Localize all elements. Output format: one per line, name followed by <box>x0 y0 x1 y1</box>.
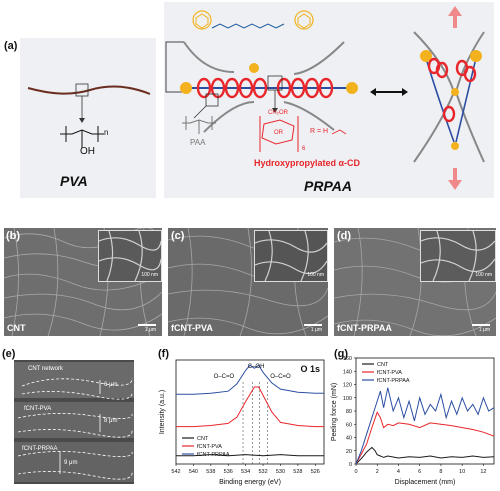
panel-e-letter: (e) <box>2 348 16 360</box>
panel-g-letter: (g) <box>334 348 349 360</box>
xps-xtick-label: 534 <box>241 469 250 475</box>
xs-label-pva: fCNT-PVA <box>24 406 52 412</box>
peel-chart: 0 2 4 6 8 10 12 0 20 40 60 80 100 120 140 160 CNT fCNT-… <box>331 356 495 486</box>
peel-legend-label: fCNT-PRPAA <box>377 378 410 384</box>
peel-ytick-label: 100 <box>343 396 352 402</box>
xps-legend-label: fCNT-PVA <box>197 444 222 450</box>
pva-oh-label: OH <box>80 146 95 157</box>
peel-ytick-label: 40 <box>346 436 352 442</box>
cd-ch2or-label: CH₂OR <box>268 110 288 116</box>
peel-ytick-label: 140 <box>343 369 352 375</box>
peel-series-line-1 <box>355 411 495 465</box>
xs-thickness-pva: 8 μm <box>104 418 118 424</box>
peel-xtick-label: 0 <box>354 469 357 475</box>
xps-series-line-1 <box>176 386 324 428</box>
pva-chain <box>27 85 151 95</box>
inset-scale-text-fcnt-prpaa: 100 nm <box>475 272 492 278</box>
xps-xtick-label: 528 <box>293 469 302 475</box>
peel-xtick-label: 8 <box>439 469 442 475</box>
scalebar-cnt <box>138 324 156 326</box>
peel-ytick-label: 160 <box>343 356 352 362</box>
cd-substituent-label: R = H <box>310 128 329 135</box>
xps-xtick-label: 536 <box>224 469 233 475</box>
xps-xtick-label: 526 <box>311 469 320 475</box>
peel-xtick-label: 6 <box>418 469 421 475</box>
xs-thickness-prpaa: 9 μm <box>64 460 78 466</box>
peel-legend-label: fCNT-PVA <box>377 370 402 376</box>
scale-text-fcnt-prpaa: 1 μm <box>478 327 490 333</box>
xps-xtick-label: 542 <box>171 469 180 475</box>
cd-or-label: OR <box>274 130 283 136</box>
xps-chart: 542 540 538 536 534 532 530 528 526 O–C=O C–OH O–C… <box>159 359 325 486</box>
xs-thickness-cnt: 6 μm <box>104 382 118 388</box>
scale-text-fcnt-pva: 1 μm <box>310 327 322 333</box>
xps-ylabel: Intensity (a.u.) <box>159 390 166 434</box>
pva-label: PVA <box>60 173 88 189</box>
scale-text-cnt: 1 μm <box>144 327 156 333</box>
xps-xtick-label: 540 <box>189 469 198 475</box>
peel-ytick-label: 80 <box>346 409 352 415</box>
pva-schematic <box>27 83 151 148</box>
cross-section-images: CNT network 6 μm fCNT-PVA 8 μm fCNT-PRPA… <box>14 360 134 484</box>
peel-xtick-label: 12 <box>480 469 486 475</box>
sem-label-fcnt-pva: fCNT-PVA <box>171 323 213 333</box>
xs-label-prpaa: fCNT-PRPAA <box>22 446 58 452</box>
sem-label-fcnt-prpaa: fCNT-PRPAA <box>337 323 392 333</box>
xps-plot-frame <box>175 359 325 465</box>
panel-d-letter: (d) <box>337 230 352 242</box>
xs-label-cnt: CNT network <box>28 366 63 372</box>
peel-ytick-label: 120 <box>343 383 352 389</box>
peel-xtick-label: 2 <box>376 469 379 475</box>
xps-plot-area: 542 540 538 536 534 532 530 528 526 O–C=O C–OH O–C… <box>171 359 325 475</box>
xps-legend-label: fCNT-PRPAA <box>197 452 230 458</box>
sem-image-cnt: 100 nm CNT 1 μm <box>4 228 162 336</box>
cross-section-graphic <box>14 360 134 484</box>
cd-subscript-label: 6 <box>302 146 306 152</box>
pva-n-label: n <box>104 128 109 137</box>
scalebar-fcnt-prpaa <box>472 324 490 326</box>
xps-annotation: C–OH <box>248 364 265 370</box>
xps-xtick-label: 532 <box>258 469 267 475</box>
prpaa-schematic <box>165 6 485 190</box>
sem-inset-fcnt-prpaa: 100 nm <box>420 230 496 282</box>
xps-xtick-label: 538 <box>206 469 215 475</box>
xps-xtick-label: 530 <box>276 469 285 475</box>
panel-b-letter: (b) <box>6 230 21 242</box>
sem-label-cnt: CNT <box>7 323 26 333</box>
paa-label: PAA <box>190 138 206 147</box>
peel-series-line-2 <box>355 387 495 465</box>
peel-ytick-label: 60 <box>346 422 352 428</box>
sem-image-fcnt-pva: 100 nm fCNT-PVA 1 μm <box>168 228 328 336</box>
xps-series-line-2 <box>176 364 324 395</box>
xps-series-line-0 <box>176 454 324 457</box>
peel-xtick-label: 10 <box>459 469 465 475</box>
sem-image-fcnt-prpaa: 100 nm fCNT-PRPAA 1 μm <box>334 228 496 336</box>
peel-plot-area: 0 2 4 6 8 10 12 0 20 40 60 80 100 120 140 160 CNT fCNT-… <box>343 356 495 475</box>
xps-annotation: O–C=O <box>214 374 235 380</box>
peel-ytick-label: 20 <box>346 449 352 455</box>
panel-f-letter: (f) <box>158 348 169 360</box>
prpaa-box: PAA CH₂OR OR 6 R = H Hydroxypropylated α… <box>164 2 494 198</box>
inset-scale-text-fcnt-pva: 100 nm <box>307 272 324 278</box>
sem-inset-cnt: 100 nm <box>98 230 162 282</box>
peel-xtick-label: 4 <box>397 469 400 475</box>
prpaa-label: PRPAA <box>304 178 352 194</box>
peel-legend-label: CNT <box>377 362 389 368</box>
inset-scale-text-cnt: 100 nm <box>141 272 158 278</box>
panel-c-letter: (c) <box>171 230 185 242</box>
pva-zoom-box <box>75 83 89 97</box>
xps-xlabel: Binding energy (eV) <box>219 479 281 486</box>
xps-annotation: O–C=O <box>270 374 291 380</box>
panel-a-letter: (a) <box>4 40 18 52</box>
peel-ytick-label: 0 <box>349 462 352 468</box>
xps-legend-label: CNT <box>197 436 209 442</box>
hpcd-label: Hydroxypropylated α-CD <box>254 158 361 168</box>
peel-series-line-0 <box>355 446 495 465</box>
scalebar-fcnt-pva <box>304 324 322 326</box>
xps-title: O 1s <box>300 364 320 374</box>
pva-box: n OH PVA <box>20 38 156 198</box>
peel-xlabel: Displacement (mm) <box>395 479 456 486</box>
peel-ylabel: Peeling force (mN) <box>331 383 338 441</box>
sem-inset-fcnt-pva: 100 nm <box>254 230 328 282</box>
